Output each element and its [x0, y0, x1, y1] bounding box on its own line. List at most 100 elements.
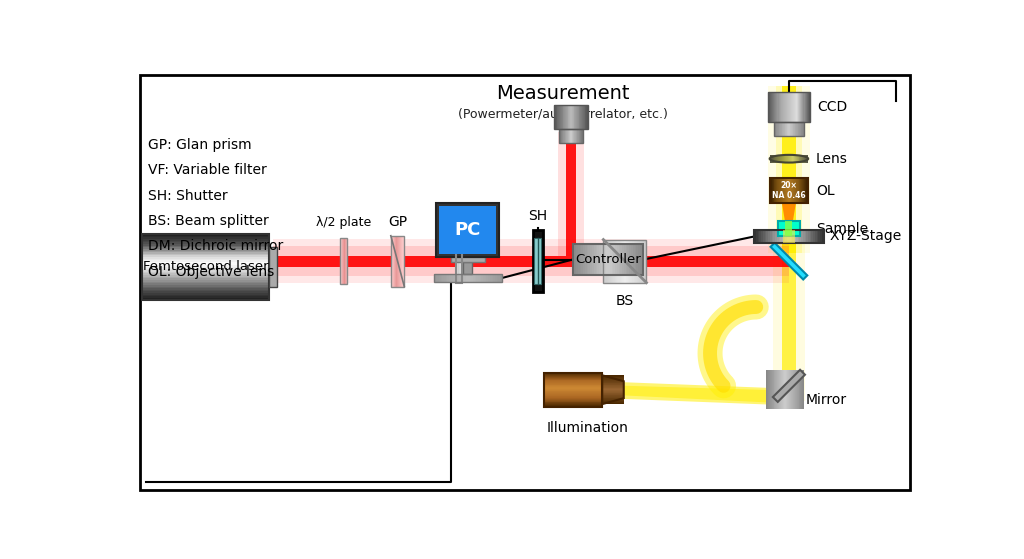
Bar [599, 244, 601, 275]
Bar [436, 203, 500, 257]
Bar [489, 274, 492, 282]
Text: XYZ-Stage: XYZ-Stage [829, 230, 902, 244]
Text: SH: SH [528, 209, 547, 222]
Bar [778, 221, 800, 236]
Bar [633, 240, 634, 283]
Bar [808, 230, 810, 243]
Bar [602, 378, 624, 379]
Bar [602, 401, 624, 402]
Bar [142, 277, 269, 278]
Text: OL: OL [816, 184, 835, 198]
Bar [613, 240, 614, 283]
Text: VF: VF [451, 215, 468, 229]
Bar [142, 245, 269, 247]
Bar [806, 92, 807, 122]
Bar [780, 230, 782, 243]
Bar [776, 86, 802, 253]
Bar [611, 244, 613, 275]
Bar [474, 274, 476, 282]
Bar [451, 274, 453, 282]
Bar [602, 379, 624, 380]
Bar [800, 230, 801, 243]
Bar [801, 92, 802, 122]
Text: BS: BS [615, 294, 634, 308]
Bar [554, 105, 588, 130]
Bar [142, 290, 269, 291]
Bar [558, 132, 584, 255]
Bar [807, 92, 808, 122]
Bar [782, 230, 795, 243]
Bar [142, 234, 269, 236]
Text: DM: Dichroic mirror: DM: Dichroic mirror [147, 239, 283, 253]
Bar [142, 259, 269, 260]
Bar [545, 403, 602, 404]
Bar [626, 244, 628, 275]
Bar [636, 244, 638, 275]
Bar [640, 240, 641, 283]
Bar [615, 244, 616, 275]
Bar [439, 274, 440, 282]
Bar [545, 404, 602, 405]
Bar [781, 92, 782, 122]
Bar [635, 244, 636, 275]
Bar [439, 206, 497, 254]
Bar [545, 382, 602, 383]
Bar [545, 384, 602, 385]
Bar [625, 240, 626, 283]
Bar [773, 230, 775, 243]
Bar [476, 274, 478, 282]
Bar [590, 244, 592, 275]
Bar [456, 274, 458, 282]
Text: Femtosecond laser: Femtosecond laser [142, 260, 268, 273]
Bar [613, 244, 615, 275]
Bar [788, 92, 790, 122]
Bar [142, 249, 269, 250]
Bar [623, 244, 624, 275]
Bar [596, 244, 597, 275]
Bar [602, 390, 624, 391]
Bar [465, 274, 466, 282]
Bar [602, 392, 624, 394]
Bar [500, 274, 502, 282]
Bar [772, 230, 773, 243]
Bar [617, 240, 618, 283]
Bar [622, 240, 623, 283]
Bar [437, 274, 439, 282]
Bar [142, 296, 269, 298]
Bar [799, 92, 800, 122]
Bar [142, 278, 269, 280]
Bar [643, 240, 644, 283]
Bar [634, 240, 635, 283]
Bar [142, 244, 269, 245]
Bar [142, 247, 269, 249]
Bar [618, 240, 620, 283]
Bar [142, 255, 269, 257]
Bar [822, 230, 823, 243]
Bar [798, 92, 799, 122]
Bar [813, 230, 815, 243]
Bar [758, 230, 760, 243]
Bar [545, 380, 602, 381]
Bar [434, 274, 435, 282]
Bar [791, 230, 793, 243]
Bar [597, 244, 599, 275]
Bar [142, 280, 269, 282]
Bar [761, 230, 763, 243]
Bar [787, 230, 788, 243]
Bar [645, 240, 646, 283]
Bar [583, 244, 585, 275]
Bar [572, 244, 643, 275]
Bar [142, 267, 269, 268]
Bar [602, 386, 624, 387]
Bar [637, 240, 638, 283]
Bar [777, 230, 778, 243]
Bar [602, 397, 624, 399]
Bar [779, 92, 780, 122]
Bar [451, 257, 484, 262]
Bar [142, 264, 269, 266]
Bar [808, 92, 809, 122]
Bar [620, 240, 621, 283]
Bar [765, 230, 766, 243]
Bar [455, 274, 456, 282]
Bar [790, 92, 791, 122]
